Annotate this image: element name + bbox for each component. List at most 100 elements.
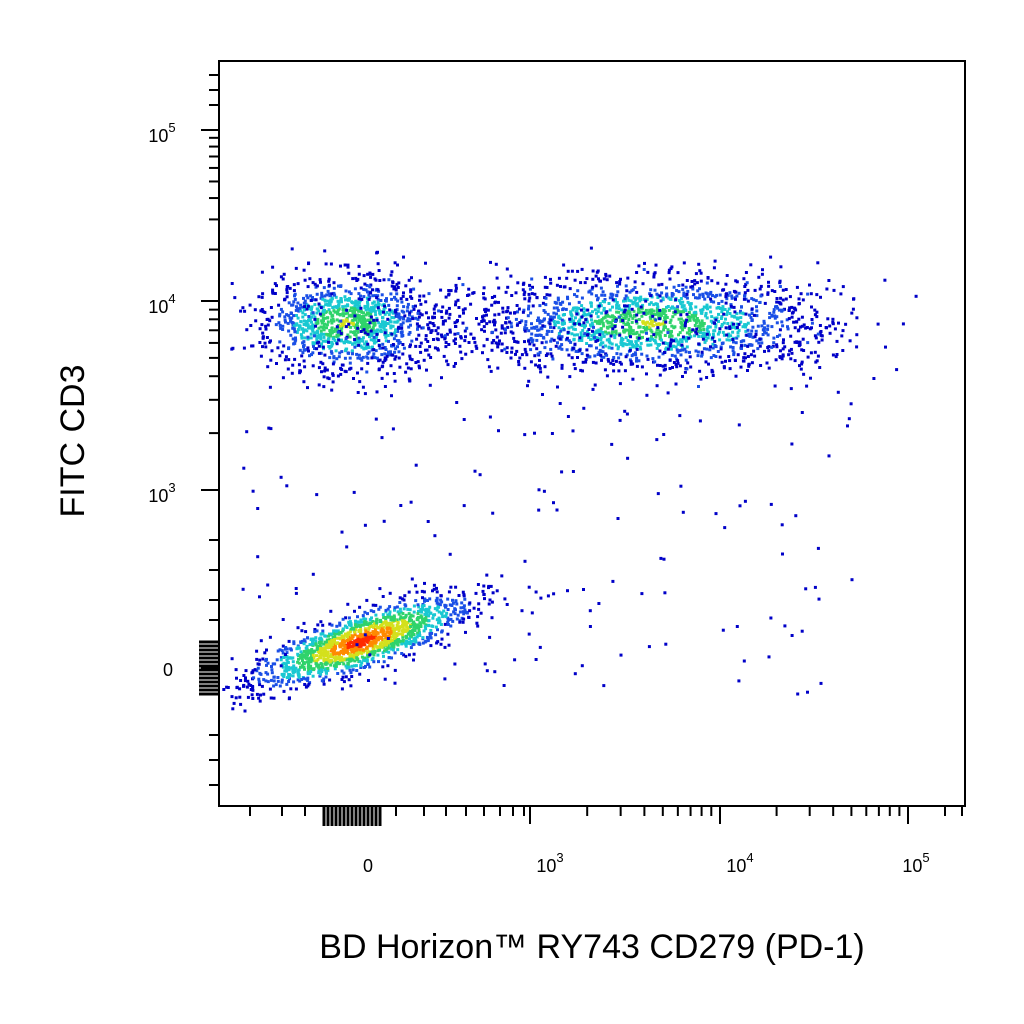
data-point <box>444 604 448 608</box>
data-point <box>358 642 362 646</box>
data-point <box>325 326 328 330</box>
data-point <box>277 321 281 325</box>
data-point <box>389 273 393 277</box>
data-point <box>331 652 335 656</box>
data-point <box>305 644 309 648</box>
data-point <box>510 294 514 297</box>
data-point <box>545 293 549 297</box>
data-point <box>303 299 307 303</box>
data-point <box>375 251 379 255</box>
data-point <box>664 347 668 351</box>
data-point <box>349 684 353 688</box>
data-point <box>289 333 293 337</box>
data-point <box>325 323 329 327</box>
data-point <box>320 294 324 298</box>
data-point <box>540 341 544 345</box>
data-point <box>373 628 377 632</box>
data-point <box>428 383 432 387</box>
data-point <box>797 328 801 332</box>
data-point <box>426 340 430 343</box>
data-point <box>357 264 361 268</box>
data-point <box>433 534 437 538</box>
data-point <box>755 305 758 309</box>
data-point <box>387 656 391 660</box>
data-point <box>400 334 404 338</box>
data-point <box>427 292 431 296</box>
data-point <box>410 623 414 627</box>
data-point <box>242 346 246 350</box>
data-point <box>781 288 785 292</box>
data-point <box>251 685 255 688</box>
data-point <box>686 300 690 304</box>
data-point <box>775 315 779 319</box>
data-point <box>362 295 366 299</box>
data-point <box>353 314 357 318</box>
data-point <box>699 311 703 315</box>
data-point <box>608 296 612 300</box>
data-point <box>322 651 326 655</box>
data-point <box>651 324 655 328</box>
data-point <box>781 354 785 358</box>
data-point <box>612 356 616 359</box>
data-point <box>792 306 796 310</box>
data-point <box>566 269 570 273</box>
data-point <box>686 289 690 293</box>
data-point <box>234 696 238 700</box>
data-point <box>389 350 392 354</box>
data-point <box>668 358 672 362</box>
data-point <box>440 376 443 380</box>
data-point <box>423 625 427 629</box>
data-point <box>374 340 378 344</box>
data-point <box>283 298 286 302</box>
data-point <box>328 303 332 307</box>
data-point <box>419 614 423 618</box>
data-point <box>345 648 349 652</box>
data-point <box>424 300 428 304</box>
data-point <box>386 615 390 619</box>
data-point <box>668 321 672 324</box>
data-point <box>310 327 314 331</box>
x-tick-labels: 0 103 104 105 <box>363 850 930 876</box>
data-point <box>624 299 627 303</box>
data-point <box>446 608 450 611</box>
data-point <box>766 291 770 295</box>
data-point <box>769 255 773 259</box>
data-point <box>596 338 600 342</box>
data-point <box>582 325 586 329</box>
data-point <box>327 333 331 336</box>
data-point <box>346 333 350 337</box>
data-point <box>685 335 689 339</box>
data-point <box>353 338 357 341</box>
data-point <box>362 328 366 332</box>
data-point <box>672 326 676 330</box>
data-point <box>787 353 791 357</box>
data-point <box>418 366 421 370</box>
data-point <box>732 305 736 309</box>
data-point <box>281 376 285 380</box>
data-point <box>594 284 598 288</box>
data-point <box>458 344 462 348</box>
data-point <box>256 662 260 666</box>
data-point <box>788 306 792 310</box>
data-point <box>299 650 303 654</box>
data-point <box>523 329 527 333</box>
data-point <box>485 322 489 326</box>
data-point <box>328 301 331 305</box>
data-point <box>335 657 339 661</box>
data-point <box>313 317 317 321</box>
data-point <box>505 603 509 606</box>
data-point <box>612 317 616 321</box>
data-point <box>648 339 652 343</box>
data-point <box>378 279 382 282</box>
data-point <box>304 656 308 660</box>
data-point <box>447 289 451 292</box>
data-point <box>375 631 379 634</box>
data-point <box>349 330 353 334</box>
data-point <box>363 322 366 326</box>
data-point <box>645 393 649 397</box>
data-point <box>476 624 480 628</box>
data-point <box>781 552 784 556</box>
data-point <box>828 324 832 328</box>
data-point <box>393 631 396 635</box>
data-point <box>819 330 823 333</box>
